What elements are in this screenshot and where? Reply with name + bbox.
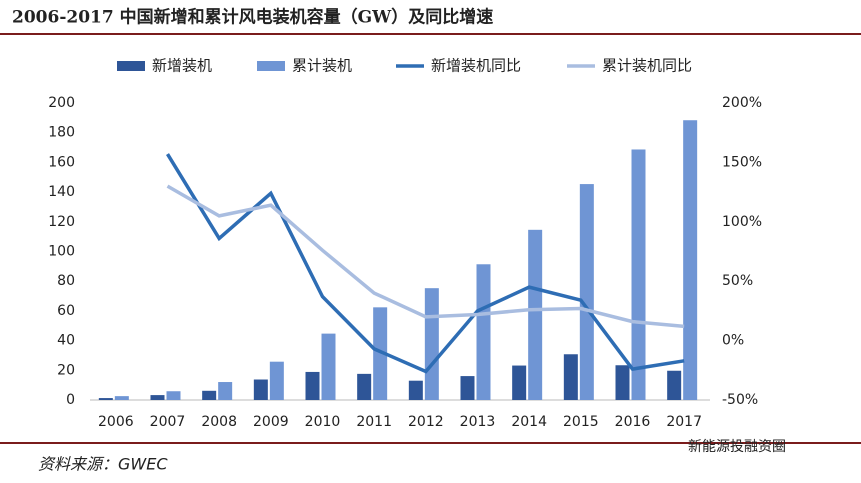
legend-label: 新增装机同比 xyxy=(431,57,521,75)
bar xyxy=(150,395,165,400)
y-tick-label: 60 xyxy=(57,303,75,319)
bar xyxy=(253,379,268,400)
y-tick-label: 40 xyxy=(57,333,75,349)
y2-tick-label: 100% xyxy=(722,214,762,230)
x-tick-label: 2014 xyxy=(511,414,547,430)
x-tick-label: 2017 xyxy=(666,414,702,430)
x-tick-label: 2008 xyxy=(201,414,237,430)
y2-tick-label: -50% xyxy=(722,392,758,408)
chart-title: 2006-2017 中国新增和累计风电装机容量（GW）及同比增速 xyxy=(12,7,493,28)
bar xyxy=(218,382,233,400)
x-tick-label: 2013 xyxy=(460,414,496,430)
x-tick-label: 2016 xyxy=(615,414,651,430)
y2-tick-label: 200% xyxy=(722,95,762,111)
bar xyxy=(563,354,578,400)
legend-label: 累计装机 xyxy=(292,57,352,75)
bar xyxy=(373,307,388,400)
source: 资料来源：GWEC xyxy=(38,455,168,474)
y2-tick-label: 0% xyxy=(722,333,744,349)
bar xyxy=(202,390,217,400)
x-tick-label: 2012 xyxy=(408,414,444,430)
bar xyxy=(667,370,682,400)
bar xyxy=(269,361,284,400)
x-tick-label: 2015 xyxy=(563,414,599,430)
bar xyxy=(476,264,491,400)
y2-tick-label: 150% xyxy=(722,154,762,170)
y-tick-label: 80 xyxy=(57,273,75,289)
y-tick-label: 180 xyxy=(48,125,75,141)
bar xyxy=(305,371,320,400)
y2-tick-label: 50% xyxy=(722,273,753,289)
bar xyxy=(357,373,372,400)
watermark: 新能源投融资圈 xyxy=(688,439,786,455)
x-tick-label: 2010 xyxy=(305,414,341,430)
bar xyxy=(512,365,527,400)
bar xyxy=(98,398,113,400)
legend-swatch xyxy=(117,61,145,71)
bar xyxy=(615,365,630,400)
y-tick-label: 100 xyxy=(48,244,75,260)
bar xyxy=(631,149,646,400)
x-tick-label: 2011 xyxy=(356,414,392,430)
legend-label: 新增装机 xyxy=(152,57,212,75)
y-tick-label: 160 xyxy=(48,154,75,170)
y-tick-label: 200 xyxy=(48,95,75,111)
x-tick-label: 2007 xyxy=(150,414,186,430)
bar xyxy=(321,333,336,400)
y-tick-label: 0 xyxy=(66,392,75,408)
y-tick-label: 20 xyxy=(57,362,75,378)
legend-swatch xyxy=(257,61,285,71)
y-tick-label: 140 xyxy=(48,184,75,200)
bar xyxy=(166,391,181,400)
line xyxy=(166,184,685,329)
bar xyxy=(528,229,543,400)
bar xyxy=(683,120,698,400)
bar xyxy=(114,396,129,400)
bar xyxy=(424,288,439,400)
x-tick-label: 2009 xyxy=(253,414,289,430)
legend-label: 累计装机同比 xyxy=(602,57,692,75)
y-tick-label: 120 xyxy=(48,214,75,230)
bar xyxy=(408,380,423,400)
x-tick-label: 2006 xyxy=(98,414,134,430)
bar xyxy=(579,184,594,400)
bar xyxy=(460,376,475,400)
